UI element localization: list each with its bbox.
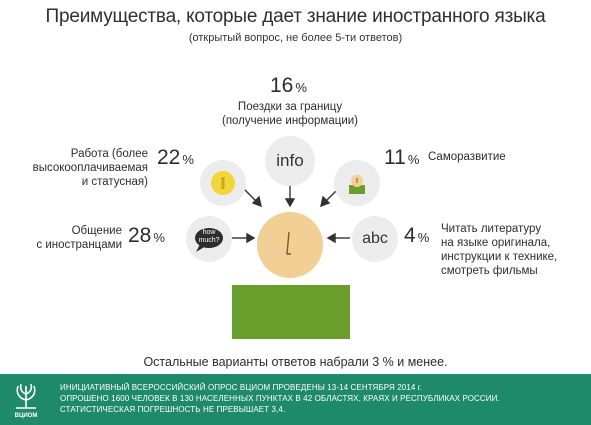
abc-icon: abc — [352, 216, 398, 262]
label-reading: Читать литературу на языке оригинала, ин… — [441, 223, 558, 277]
person-head — [257, 212, 323, 278]
person-body — [232, 285, 350, 339]
center-figure — [232, 184, 350, 339]
label-trips: Поездки за границу (получение информации… — [221, 101, 358, 127]
arrow-right-head — [326, 232, 336, 244]
value-selfdev: 11% — [384, 146, 420, 169]
arrow-upper-left-head — [251, 195, 262, 208]
arrow-top-head — [284, 198, 296, 208]
person-icon — [334, 160, 380, 206]
speech-bubble-icon: how much? — [186, 216, 232, 262]
chart-title: Преимущества, которые дает знание иностр… — [45, 6, 546, 27]
label-work: Работа (более высокооплачиваемая и стату… — [32, 148, 148, 188]
others-note: Остальные варианты ответов набрали 3 % и… — [143, 355, 448, 369]
value-communication: 28% — [128, 224, 165, 247]
value-reading: 4% — [404, 224, 430, 247]
survey-info: ИНИЦИАТИВНЫЙ ВСЕРОССИЙСКИЙ ОПРОС ВЦИОМ П… — [60, 383, 500, 414]
coin-icon — [200, 160, 246, 206]
vciom-logo: ВЦИОМ — [8, 378, 44, 422]
label-communication: Общение с иностранцами — [36, 225, 122, 251]
arrow-upper-left — [242, 187, 258, 203]
person-nose — [286, 231, 291, 255]
chart-subtitle: (открытый вопрос, не более 5-ти ответов) — [188, 32, 403, 44]
arrow-left-head — [246, 232, 256, 244]
value-work: 22% — [157, 146, 194, 169]
arrow-upper-right-head — [320, 195, 331, 208]
value-trips: 16% — [270, 74, 307, 97]
footer-bar: ВЦИОМ ИНИЦИАТИВНЫЙ ВСЕРОССИЙСКИЙ ОПРОС В… — [0, 374, 591, 425]
label-selfdev: Саморазвитие — [428, 151, 506, 163]
info-icon: info — [265, 136, 315, 186]
